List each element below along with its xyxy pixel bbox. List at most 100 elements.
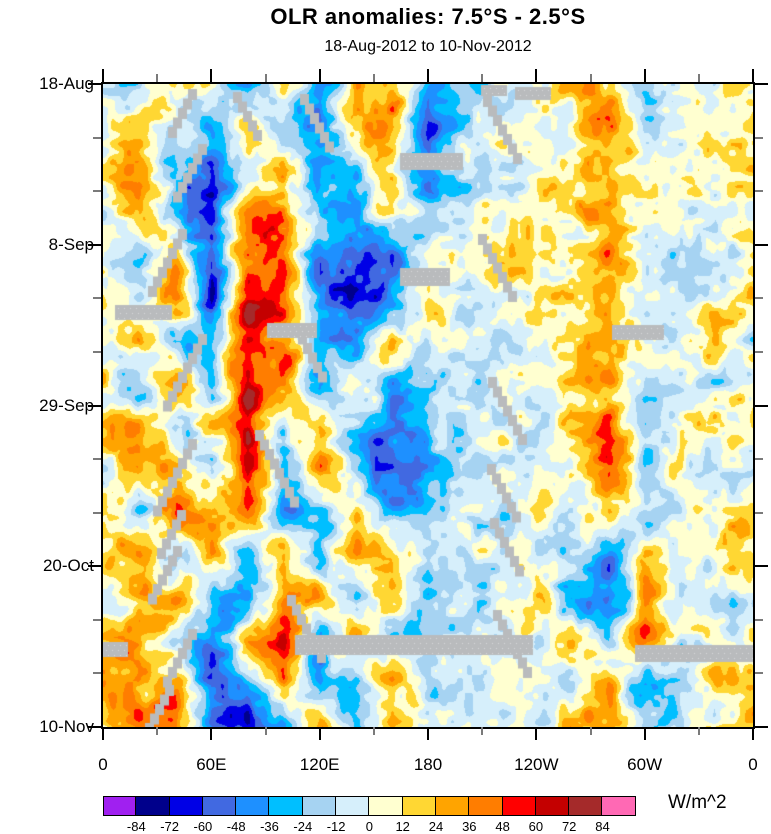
major-tick	[88, 726, 101, 728]
minor-tick	[481, 74, 484, 82]
colorbar-tick-label: 48	[495, 819, 510, 834]
major-tick	[318, 727, 321, 740]
colorbar-cell	[469, 796, 503, 816]
major-tick	[210, 69, 213, 82]
colorbar-cell	[236, 796, 270, 816]
hovmoller-field-canvas	[103, 84, 753, 727]
major-tick	[88, 565, 101, 568]
colorbar	[103, 796, 636, 816]
minor-tick	[93, 672, 101, 675]
y-tick-label: 8-Sep	[48, 234, 94, 254]
chart-title: OLR anomalies: 7.5°S - 2.5°S	[270, 4, 586, 29]
colorbar-cell	[435, 796, 470, 816]
colorbar-tick-label: 60	[528, 819, 544, 834]
x-tick-label: 120W	[514, 755, 559, 774]
colorbar-tick-label: -48	[226, 819, 246, 834]
colorbar-cell	[569, 796, 603, 816]
colorbar-cell	[269, 796, 303, 816]
minor-tick	[93, 297, 101, 300]
colorbar-cell	[369, 796, 403, 816]
major-tick	[643, 727, 646, 740]
minor-tick	[372, 74, 375, 82]
minor-tick	[93, 458, 101, 461]
major-tick	[427, 727, 429, 740]
minor-tick	[93, 136, 101, 139]
major-tick	[102, 727, 104, 740]
minor-tick	[755, 297, 763, 300]
major-tick	[755, 726, 768, 728]
major-tick	[535, 727, 538, 740]
x-tick-label: 120E	[299, 755, 340, 774]
major-tick	[755, 404, 768, 407]
minor-tick	[372, 727, 375, 735]
minor-tick	[755, 511, 763, 514]
minor-tick	[93, 618, 101, 621]
colorbar-cell	[602, 796, 636, 816]
minor-tick	[755, 672, 763, 675]
major-tick	[535, 69, 538, 82]
major-tick	[643, 69, 646, 82]
minor-tick	[697, 727, 700, 735]
major-tick	[88, 404, 101, 407]
major-tick	[318, 69, 321, 82]
y-tick-label: 10-Nov	[39, 717, 94, 736]
major-tick	[102, 69, 104, 82]
y-tick-label: 29-Sep	[39, 395, 94, 415]
minor-tick	[156, 727, 159, 735]
x-tick-label: 60E	[196, 755, 227, 774]
minor-tick	[589, 74, 592, 82]
minor-tick	[93, 511, 101, 514]
colorbar-cell	[535, 796, 570, 816]
colorbar-cell	[336, 796, 370, 816]
colorbar-tick-label: 12	[395, 819, 410, 834]
minor-tick	[755, 458, 763, 461]
minor-tick	[755, 618, 763, 621]
minor-tick	[481, 727, 484, 735]
colorbar-tick-label: 36	[462, 819, 477, 834]
colorbar-cell	[202, 796, 237, 816]
minor-tick	[264, 727, 267, 735]
major-tick	[752, 69, 754, 82]
colorbar-tick-label: -84	[126, 819, 146, 834]
colorbar-cell	[502, 796, 536, 816]
x-tick-label: 0	[748, 755, 758, 774]
minor-tick	[93, 190, 101, 193]
major-tick	[755, 243, 768, 246]
minor-tick	[697, 74, 700, 82]
major-tick	[88, 83, 101, 85]
y-tick-label: 18-Aug	[39, 74, 94, 93]
minor-tick	[156, 74, 159, 82]
minor-tick	[755, 350, 763, 353]
minor-tick	[93, 350, 101, 353]
x-tick-label: 0	[98, 755, 108, 774]
y-tick-label: 20-Oct	[42, 556, 94, 576]
minor-tick	[755, 190, 763, 193]
major-tick	[752, 727, 754, 740]
colorbar-cell	[136, 796, 170, 816]
colorbar-units: W/m^2	[668, 792, 727, 813]
colorbar-tick-label: -36	[260, 819, 279, 834]
hovmoller-plot	[101, 82, 755, 729]
colorbar-tick-label: -24	[293, 819, 313, 834]
colorbar-tick-label: -60	[193, 819, 213, 834]
colorbar-cell	[402, 796, 436, 816]
major-tick	[427, 69, 429, 82]
minor-tick	[589, 727, 592, 735]
x-tick-label: 180	[413, 755, 443, 774]
colorbar-tick-label: -12	[326, 819, 346, 834]
colorbar-tick-label: 24	[428, 819, 444, 834]
colorbar-tick-label: 0	[365, 819, 373, 834]
major-tick	[755, 83, 768, 85]
minor-tick	[264, 74, 267, 82]
colorbar-cell	[169, 796, 203, 816]
major-tick	[755, 565, 768, 568]
colorbar-tick-label: 72	[561, 819, 577, 834]
chart-subtitle: 18-Aug-2012 to 10-Nov-2012	[324, 38, 532, 55]
colorbar-tick-label: -72	[160, 819, 179, 834]
colorbar-tick-label: 84	[595, 819, 610, 834]
x-tick-label: 60W	[627, 755, 663, 774]
colorbar-cell	[103, 796, 137, 816]
major-tick	[88, 243, 101, 246]
major-tick	[210, 727, 213, 740]
